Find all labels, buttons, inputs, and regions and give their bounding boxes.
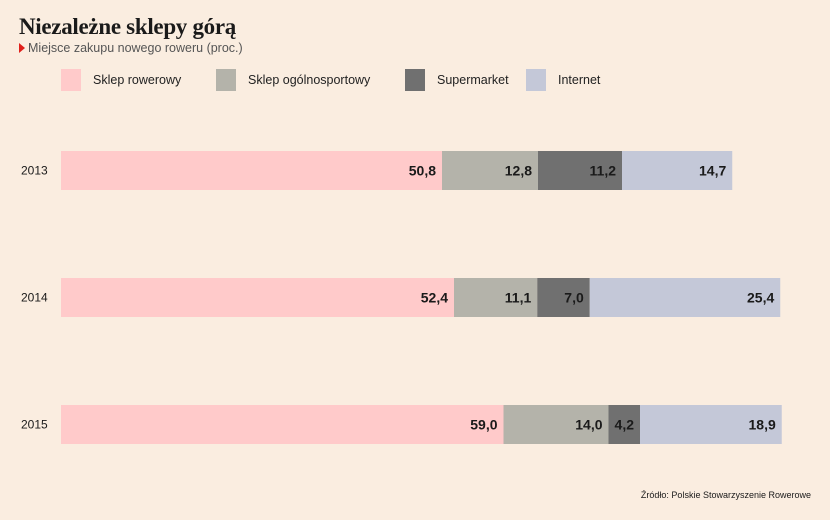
bar-segment-2014-3 (537, 278, 590, 317)
category-label-2015: 2015 (21, 418, 48, 432)
bar-value-label-2014-3: 7,0 (564, 290, 584, 306)
legend-label: Sklep ogólnosportowy (248, 73, 371, 87)
bar-value-label-2014-4: 25,4 (747, 290, 774, 306)
bar-segment-2014-1 (61, 278, 454, 317)
bar-segment-2013-3 (538, 151, 622, 190)
bar-segment-2015-4 (640, 405, 782, 444)
legend-label: Internet (558, 73, 601, 87)
category-label-2013: 2013 (21, 164, 48, 178)
bar-segment-2015-2 (503, 405, 609, 444)
bar-value-label-2015-3: 4,2 (615, 417, 635, 433)
bar-value-label-2014-1: 52,4 (421, 290, 448, 306)
legend-swatch (216, 69, 236, 91)
bar-segment-2014-4 (589, 278, 781, 317)
bar-value-label-2015-4: 18,9 (749, 417, 776, 433)
bar-value-label-2013-2: 12,8 (505, 163, 532, 179)
bar-value-label-2015-1: 59,0 (470, 417, 497, 433)
bar-value-label-2013-1: 50,8 (409, 163, 436, 179)
bar-value-label-2013-4: 14,7 (699, 163, 726, 179)
bar-segment-2013-1 (61, 151, 442, 190)
bar-segment-2013-4 (622, 151, 733, 190)
chart-subtitle: Miejsce zakupu nowego roweru (proc.) (28, 41, 243, 55)
legend-item-internet: Internet (526, 69, 600, 91)
bar-segment-2014-2 (454, 278, 538, 317)
subtitle-row: Miejsce zakupu nowego roweru (proc.) (19, 41, 243, 55)
legend-label: Supermarket (437, 73, 509, 87)
red-triangle-icon (19, 43, 25, 53)
legend-swatch (61, 69, 81, 91)
category-label-2014: 2014 (21, 291, 48, 305)
legend-swatch (526, 69, 546, 91)
source-note: Źródło: Polskie Stowarzyszenie Rowerowe (640, 490, 811, 500)
legend-item-supermarket: Supermarket (405, 69, 509, 91)
bar-segment-2015-1 (61, 405, 504, 444)
bar-segment-2015-3 (608, 405, 640, 444)
legend-item-sklep-ogolnosportowy: Sklep ogólnosportowy (216, 69, 370, 91)
bar-value-label-2015-2: 14,0 (575, 417, 602, 433)
bar-value-label-2014-2: 11,1 (505, 290, 532, 306)
bar-segment-2013-2 (442, 151, 538, 190)
legend-item-sklep-rowerowy: Sklep rowerowy (61, 69, 181, 91)
legend-swatch (405, 69, 425, 91)
bar-value-label-2013-3: 11,2 (590, 163, 617, 179)
legend-label: Sklep rowerowy (93, 73, 182, 87)
chart-title: Niezależne sklepy górą (19, 14, 236, 39)
